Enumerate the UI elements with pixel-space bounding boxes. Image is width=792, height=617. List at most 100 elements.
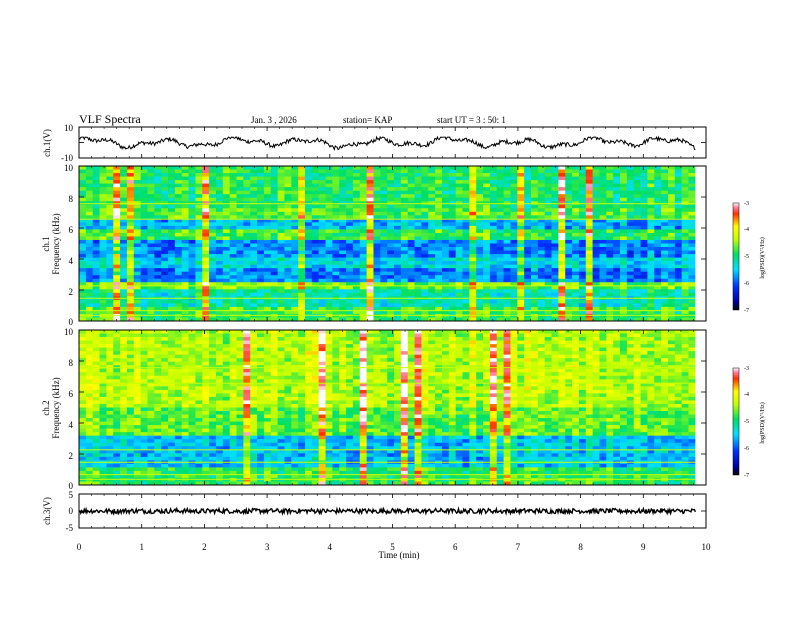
spectrogram-cell bbox=[86, 337, 93, 341]
spectrogram-cell bbox=[463, 334, 470, 338]
spectrogram-cell bbox=[565, 258, 572, 262]
spectrogram-cell bbox=[230, 275, 237, 279]
spectrogram-cell bbox=[216, 272, 223, 276]
spectrogram-cell bbox=[606, 272, 613, 276]
spectrogram-cell bbox=[168, 334, 175, 338]
spectrogram-cell bbox=[524, 303, 531, 307]
spectrogram-cell bbox=[456, 201, 463, 205]
spectrogram-cell bbox=[141, 198, 148, 202]
spectrogram-cell bbox=[456, 279, 463, 283]
spectrogram-cell bbox=[168, 337, 175, 341]
spectrogram-cell bbox=[147, 351, 154, 355]
spectrogram-cell bbox=[469, 244, 476, 248]
spectrogram-cell bbox=[435, 229, 442, 233]
spectrogram-cell bbox=[154, 272, 161, 276]
spectrogram-cell bbox=[291, 247, 298, 251]
spectrogram-cell bbox=[408, 351, 415, 355]
spectrogram-cell bbox=[463, 236, 470, 240]
spectrogram-cell bbox=[565, 268, 572, 272]
spectrogram-cell bbox=[483, 244, 490, 248]
spectrogram-cell bbox=[682, 355, 689, 359]
spectrogram-cell bbox=[497, 240, 504, 244]
spectrogram-cell bbox=[202, 212, 209, 216]
spectrogram-cell bbox=[627, 205, 634, 209]
spectrogram-cell bbox=[682, 251, 689, 255]
spectrogram-cell bbox=[517, 222, 524, 226]
spectrogram-cell bbox=[599, 222, 606, 226]
spectrogram-cell bbox=[154, 351, 161, 355]
spectrogram-cell bbox=[613, 337, 620, 341]
spectrogram-cell bbox=[168, 268, 175, 272]
spectrogram-cell bbox=[209, 170, 216, 174]
spectrogram-cell bbox=[305, 289, 312, 293]
spectrogram-cell bbox=[401, 229, 408, 233]
spectrogram-cell bbox=[510, 215, 517, 219]
spectrogram-cell bbox=[250, 261, 257, 265]
spectrogram-cell bbox=[572, 275, 579, 279]
spectrogram-cell bbox=[572, 258, 579, 262]
spectrogram-cell bbox=[476, 166, 483, 170]
spectrogram-cell bbox=[312, 208, 319, 212]
spectrogram-cell bbox=[298, 293, 305, 297]
spectrogram-cell bbox=[572, 314, 579, 318]
spectrogram-cell bbox=[195, 184, 202, 188]
spectrogram-cell bbox=[688, 289, 695, 293]
spectrogram-cell bbox=[531, 272, 538, 276]
spectrogram-cell bbox=[209, 337, 216, 341]
spectrogram-cell bbox=[497, 180, 504, 184]
spectrogram-cell bbox=[175, 187, 182, 191]
spectrogram-cell bbox=[504, 258, 511, 262]
spectrogram-cell bbox=[353, 275, 360, 279]
spectrogram-cell bbox=[565, 251, 572, 255]
spectrogram-cell bbox=[415, 348, 422, 352]
spectrogram-cell bbox=[189, 191, 196, 195]
spectrogram-cell bbox=[531, 215, 538, 219]
spectrogram-cell bbox=[387, 265, 394, 269]
spectrogram-cell bbox=[661, 201, 668, 205]
spectrogram-cell bbox=[346, 240, 353, 244]
spectrogram-cell bbox=[271, 275, 278, 279]
spectrogram-cell bbox=[421, 236, 428, 240]
spectrogram-cell bbox=[298, 170, 305, 174]
spectrogram-cell bbox=[305, 222, 312, 226]
spectrogram-cell bbox=[620, 240, 627, 244]
spectrogram-cell bbox=[380, 215, 387, 219]
spectrogram-cell bbox=[586, 229, 593, 233]
spectrogram-cell bbox=[367, 212, 374, 216]
spectrogram-cell bbox=[161, 177, 168, 181]
spectrogram-cell bbox=[223, 229, 230, 233]
spectrogram-cell bbox=[339, 187, 346, 191]
spectrogram-cell bbox=[202, 191, 209, 195]
spectrogram-cell bbox=[387, 244, 394, 248]
spectrogram-cell bbox=[682, 348, 689, 352]
spectrogram-cell bbox=[86, 233, 93, 237]
spectrogram-cell bbox=[408, 194, 415, 198]
spectrogram-cell bbox=[223, 170, 230, 174]
spectrogram-cell bbox=[435, 337, 442, 341]
spectrogram-cell bbox=[264, 261, 271, 265]
spectrogram-cell bbox=[284, 184, 291, 188]
spectrogram-cell bbox=[661, 191, 668, 195]
spectrogram-cell bbox=[504, 272, 511, 276]
spectrogram-cell bbox=[86, 293, 93, 297]
spectrogram-cell bbox=[257, 180, 264, 184]
spectrogram-cell bbox=[250, 279, 257, 283]
spectrogram-cell bbox=[284, 330, 291, 334]
spectrogram-cell bbox=[367, 265, 374, 269]
spectrogram-cell bbox=[415, 330, 422, 334]
spectrogram-cell bbox=[106, 272, 113, 276]
spectrogram-cell bbox=[182, 272, 189, 276]
spectrogram-cell bbox=[141, 233, 148, 237]
spectrogram-cell bbox=[113, 258, 120, 262]
spectrogram-cell bbox=[161, 247, 168, 251]
spectrogram-cell bbox=[86, 279, 93, 283]
spectrogram-cell bbox=[647, 233, 654, 237]
spectrogram-cell bbox=[230, 215, 237, 219]
narrowband-line bbox=[79, 310, 695, 311]
spectrogram-cell bbox=[298, 205, 305, 209]
spectrogram-cell bbox=[93, 286, 100, 290]
spectrogram-cell bbox=[161, 240, 168, 244]
spectrogram-cell bbox=[620, 268, 627, 272]
spectrogram-cell bbox=[613, 355, 620, 359]
spectrogram-cell bbox=[237, 348, 244, 352]
